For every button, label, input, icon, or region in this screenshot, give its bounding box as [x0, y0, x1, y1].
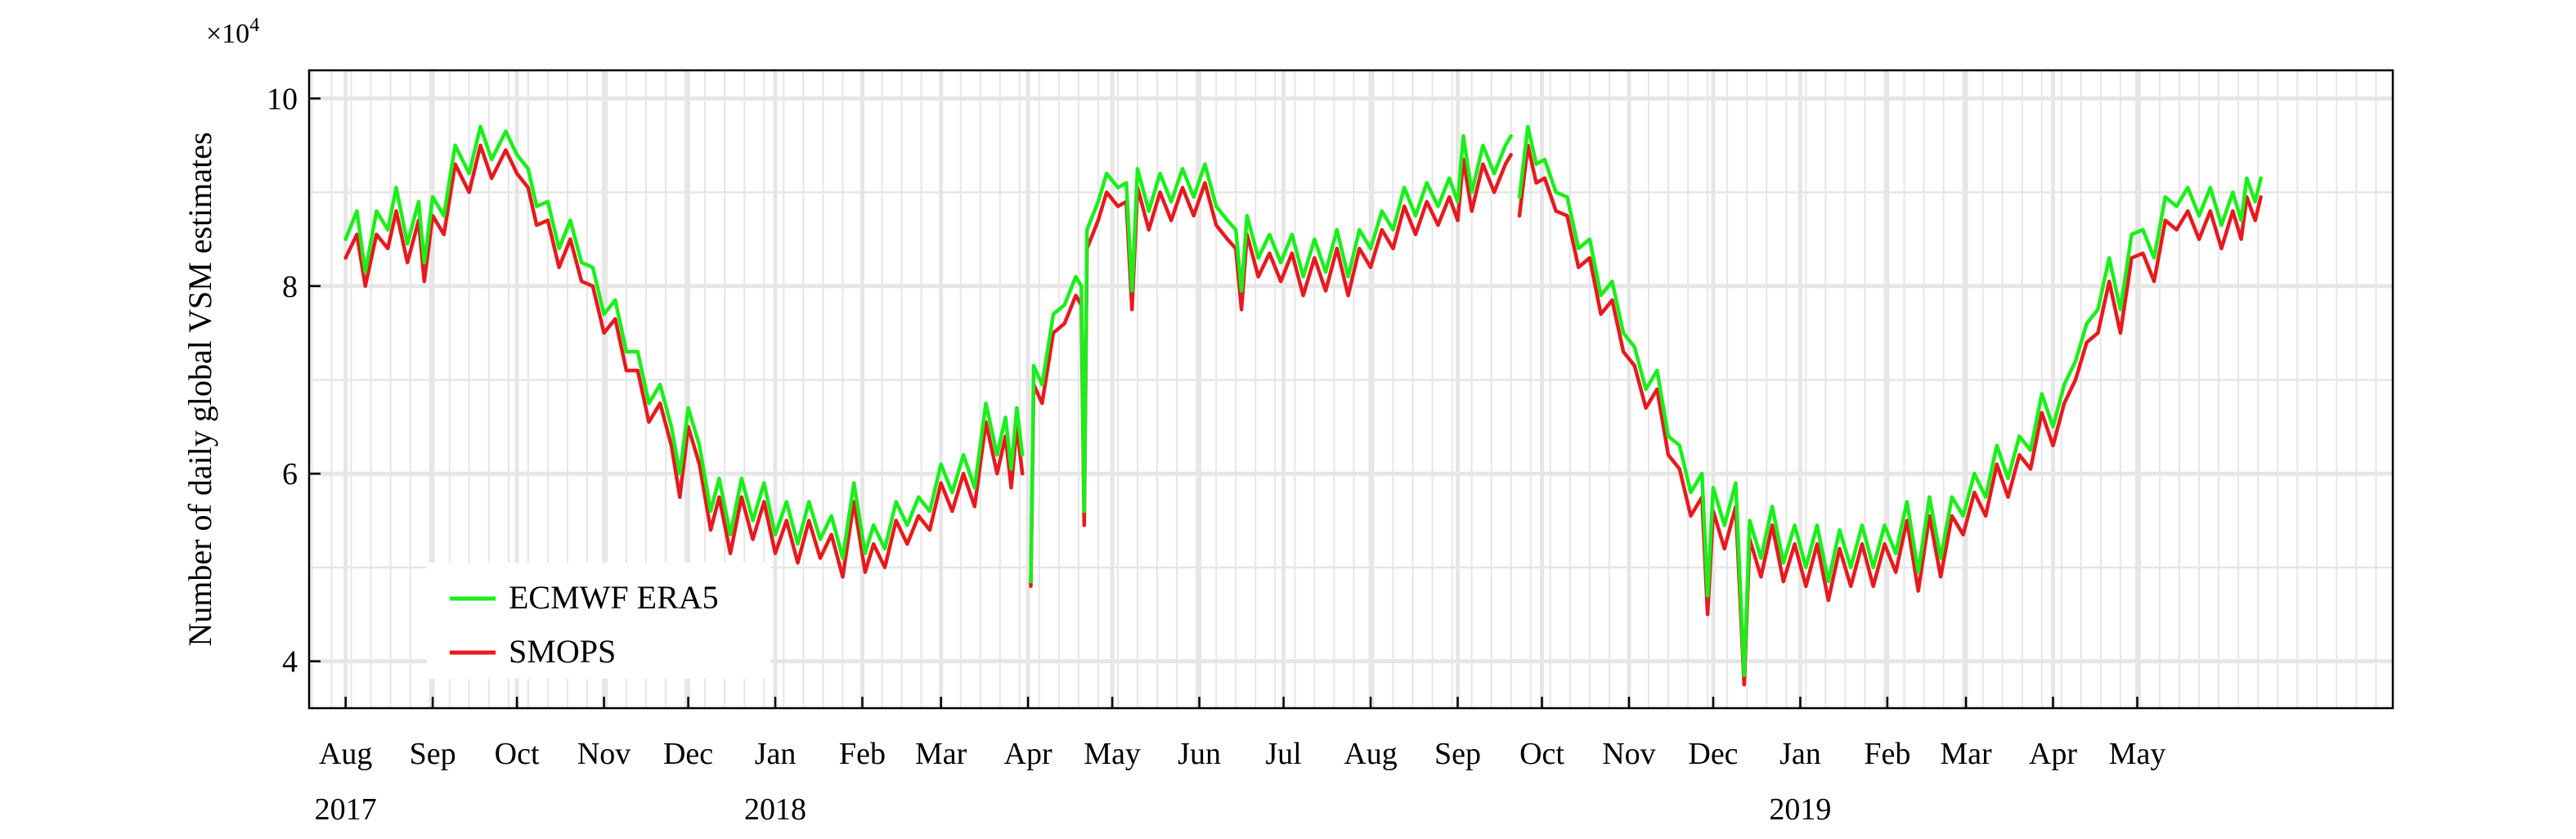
x-tick-label: May	[2109, 737, 2166, 771]
x-tick-label: Mar	[1940, 737, 1992, 771]
x-tick-label: Jun	[1178, 737, 1221, 771]
legend-label-era5: ECMWF ERA5	[509, 579, 719, 616]
x-tick-label: Mar	[915, 737, 967, 771]
y-axis-ticks: 4 6 8 10	[267, 82, 321, 680]
y-tick-label: 4	[282, 645, 298, 680]
series-lines	[343, 124, 2263, 687]
x-tick-label: Jul	[1265, 737, 1301, 771]
legend-box	[427, 563, 770, 679]
series-line-ecmwf-era5	[343, 124, 2263, 678]
x-tick-label: Oct	[495, 737, 540, 771]
x-tick-label: Oct	[1519, 737, 1564, 771]
x-tick-label: Nov	[577, 737, 631, 771]
x-tick-label: Aug	[1344, 737, 1397, 771]
y-tick-label: 10	[267, 82, 298, 116]
legend-label-smops: SMOPS	[509, 633, 616, 670]
x-tick-label: Sep	[410, 737, 456, 771]
x-axis-ticks: Aug Sep Oct Nov Dec Jan Feb Mar Apr May Jun Jul Aug S…	[315, 697, 2166, 827]
y-tick-label: 8	[282, 270, 298, 304]
x-year-label: 2019	[1769, 792, 1831, 827]
y-axis-label: Number of daily global VSM estimates	[182, 132, 218, 646]
x-year-label: 2018	[744, 792, 806, 827]
y-tick-label: 6	[282, 457, 298, 491]
x-tick-label: Apr	[1004, 737, 1052, 771]
x-tick-label: Dec	[663, 737, 713, 771]
x-tick-label: Aug	[319, 737, 372, 771]
x-tick-label: Dec	[1688, 737, 1738, 771]
x-tick-label: Feb	[839, 737, 886, 771]
x-tick-label: Feb	[1864, 737, 1910, 771]
x-tick-label: Jan	[1779, 737, 1821, 771]
x-tick-label: Jan	[755, 737, 797, 771]
legend: ECMWF ERA5 SMOPS	[427, 563, 770, 679]
x-tick-label: May	[1084, 737, 1141, 771]
y-multiplier: ×104	[206, 15, 259, 49]
x-year-label: 2017	[315, 792, 377, 827]
plot-frame	[307, 69, 2394, 710]
x-tick-label: Nov	[1602, 737, 1655, 771]
x-tick-label: Apr	[2029, 737, 2077, 771]
x-tick-label: Sep	[1434, 737, 1481, 771]
